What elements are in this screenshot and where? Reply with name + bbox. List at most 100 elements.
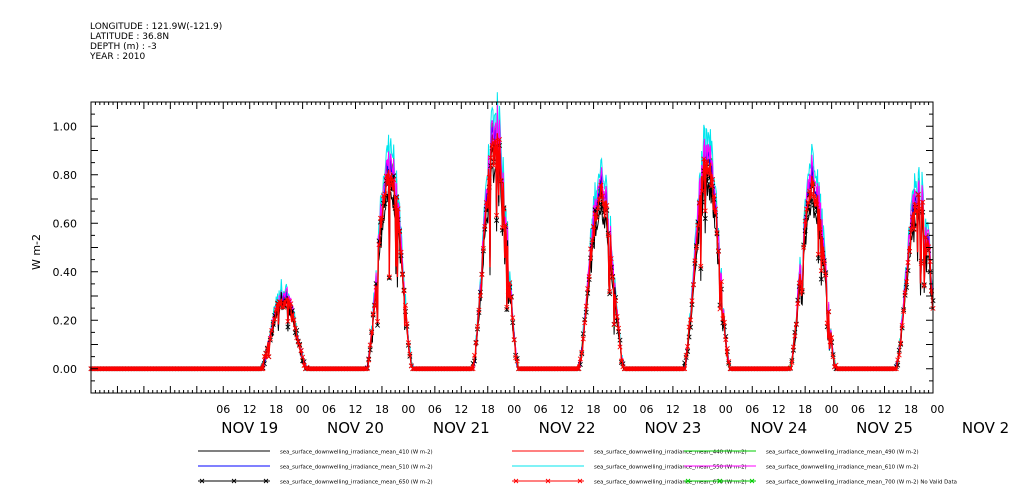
series-marker-7 [400,272,406,278]
series-marker-7 [905,259,911,265]
series-marker-7 [713,206,719,212]
series-marker-7 [369,328,375,334]
series-marker-7 [272,316,278,322]
series-marker-7 [690,282,696,288]
series-marker-7 [501,206,507,212]
series-marker-7 [689,298,695,304]
series-marker-7 [693,244,699,250]
series-marker-7 [476,307,482,313]
series-marker-7 [821,260,827,266]
x-hour-label: 06 [322,403,336,416]
series-marker-7 [483,200,489,206]
x-hour-label: 12 [243,403,257,416]
series-marker-6 [494,217,500,223]
series-marker-7 [495,150,501,156]
series-marker-7 [895,357,901,363]
longitude-label: LONGITUDE : 121.9W(-121.9) [90,22,223,32]
y-tick-label: 0.00 [53,363,78,376]
series-marker-7 [492,138,498,144]
series-marker-7 [717,306,723,312]
series-marker-7 [714,230,720,236]
series-marker-7 [909,214,915,220]
series-marker-7 [787,365,793,371]
legend-marker [545,478,551,484]
series-marker-7 [818,268,824,274]
series-marker-7 [508,294,514,300]
series-marker-7 [585,286,591,292]
series-marker-7 [514,358,520,364]
series-marker-7 [385,181,391,187]
series-marker-7 [680,366,686,372]
x-hour-label: 18 [904,403,918,416]
series-marker-7 [363,366,369,372]
series-marker-7 [379,215,385,221]
series-marker-7 [264,347,270,353]
series-marker-7 [801,244,807,250]
x-hour-label: 00 [613,403,627,416]
series-marker-7 [392,204,398,210]
y-tick-label: 0.20 [53,314,78,327]
series-marker-7 [617,344,623,350]
series-marker-7 [496,136,503,142]
series-marker-7 [574,366,580,372]
series-marker-7 [720,316,726,322]
series-marker-7 [511,337,517,343]
series-marker-7 [815,251,821,257]
series-marker-7 [607,289,613,295]
legend-label: sea_surface_downwelling_irradiance_mean_… [766,465,919,471]
series-marker-7 [480,245,486,251]
series-marker-7 [618,358,624,364]
y-tick-label: 0.60 [53,217,78,230]
series-marker-6 [375,322,381,328]
series-marker-7 [402,302,408,308]
series-marker-7 [911,226,917,232]
x-hour-label: 00 [507,403,521,416]
series-marker-7 [583,303,589,309]
series-marker-7 [366,357,372,363]
legend-label: sea_surface_downwelling_irradiance_mean_… [766,480,957,486]
series-marker-7 [589,237,595,243]
series-marker-7 [707,172,713,178]
y-tick-label: 1.00 [53,120,78,133]
series-marker-7 [611,322,617,328]
series-marker-7 [370,311,376,317]
series-marker-7 [904,279,910,285]
x-hour-label: 12 [666,403,680,416]
x-hour-label: 18 [587,403,601,416]
legend-label: sea_surface_downwelling_irradiance_mean_… [280,450,433,456]
series-marker-7 [598,182,604,188]
series-marker-7 [833,362,839,368]
depth-label: DEPTH (m) : -3 [90,42,157,52]
series-marker-6 [386,275,392,281]
series-marker-7 [288,301,294,307]
series-line-6 [91,136,934,370]
series-marker-7 [902,290,908,296]
series-marker-7 [682,366,688,372]
series-marker-7 [376,242,382,248]
y-tick-label: 0.40 [53,266,78,279]
legend: sea_surface_downwelling_irradiance_mean_… [198,450,957,486]
x-hour-label: 06 [639,403,653,416]
series-marker-7 [510,315,516,321]
x-hour-label: 18 [481,403,495,416]
series-line-0 [91,148,934,371]
series-marker-7 [785,366,791,372]
series-marker-7 [298,347,304,353]
x-day-label: NOV 19 [221,419,278,437]
series-marker-7 [294,335,300,341]
series-marker-7 [279,304,285,310]
series-marker-7 [899,323,905,329]
series-marker-7 [599,193,605,199]
x-hour-label: 18 [692,403,706,416]
series-marker-7 [812,197,818,203]
series-marker-7 [696,200,702,206]
series-marker-7 [479,271,485,277]
series-marker-7 [920,199,926,205]
series-marker-7 [394,194,400,200]
series-marker-7 [488,155,494,161]
series-marker-7 [918,260,924,266]
series-marker-7 [688,317,694,323]
series-marker-7 [701,156,707,162]
series-marker-7 [705,166,711,172]
series-marker-7 [498,177,504,183]
